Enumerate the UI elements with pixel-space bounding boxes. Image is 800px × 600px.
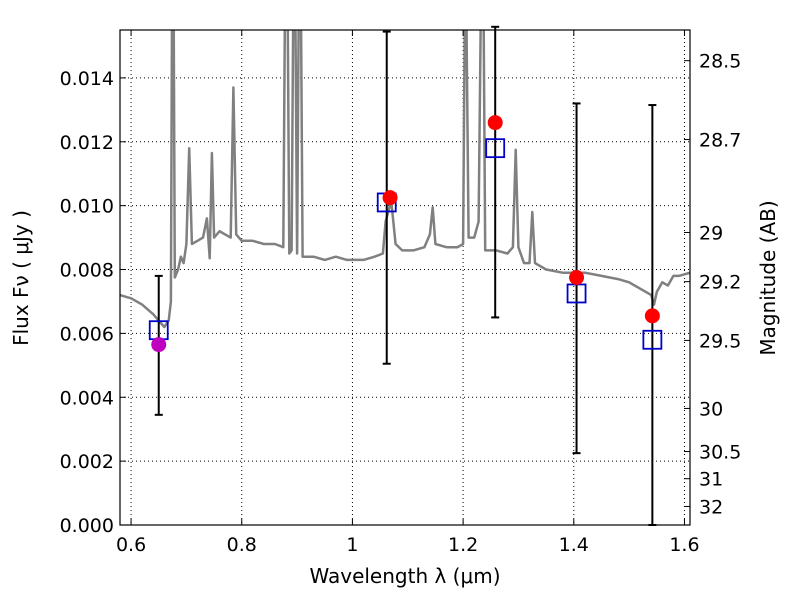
y2-tick-label: 28.5 <box>699 51 741 73</box>
x-axis-label: Wavelength λ (μm) <box>309 564 500 588</box>
model-points <box>148 138 663 350</box>
y2-tick-label: 30.5 <box>699 442 741 464</box>
y-tick-label: 0.010 <box>60 196 114 218</box>
y2-tick-label: 29.5 <box>699 330 741 352</box>
y2-tick-label: 31 <box>699 469 723 491</box>
y2-tick-label: 28.7 <box>699 130 741 152</box>
grid <box>120 30 690 525</box>
x-tick-label: 1.6 <box>669 534 699 556</box>
y-tick-label: 0.006 <box>60 323 114 345</box>
y2-tick-label: 29.2 <box>699 272 741 294</box>
x-tick-label: 1 <box>346 534 358 556</box>
y-tick-label: 0.004 <box>60 387 114 409</box>
y2-tick-label: 29 <box>699 222 723 244</box>
y2-tick-label: 30 <box>699 398 723 420</box>
y-tick-label: 0.008 <box>60 260 114 282</box>
y-axis-label: Flux Fν ( μJy ) <box>9 210 33 346</box>
y2-axis-label: Magnitude (AB) <box>756 200 780 355</box>
y2-tick-label: 32 <box>699 496 723 518</box>
axis-ticks: 0.6 0.8 1 1.2 1.4 1.6 0.000 0.002 0.004 0.006 0.00… <box>60 30 741 556</box>
plot-frame <box>119 29 691 526</box>
observed-point <box>151 337 167 353</box>
spectrum-line <box>120 30 690 329</box>
y-tick-label: 0.002 <box>60 451 114 473</box>
y-tick-label: 0.012 <box>60 132 114 154</box>
observed-points <box>151 115 660 353</box>
y-tick-label: 0.000 <box>60 515 114 537</box>
model-point-square <box>642 329 663 350</box>
model-spectrum <box>120 30 690 329</box>
x-tick-label: 1.2 <box>448 534 478 556</box>
x-tick-label: 1.4 <box>559 534 589 556</box>
observed-point <box>487 115 503 131</box>
model-point-square <box>485 138 506 159</box>
y-tick-label: 0.014 <box>60 68 114 90</box>
observed-point <box>644 308 660 324</box>
observed-point <box>569 270 585 285</box>
x-tick-label: 0.6 <box>116 534 146 556</box>
observed-point <box>382 190 398 206</box>
x-tick-label: 0.8 <box>227 534 257 556</box>
